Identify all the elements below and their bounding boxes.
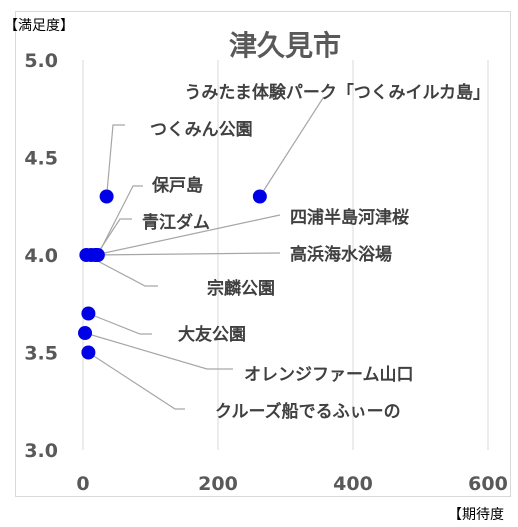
data-point: [78, 326, 93, 340]
x-axis-label: 【期待度: [448, 507, 504, 523]
leader-line: [88, 312, 152, 335]
y-tick-label: 5.0: [24, 50, 58, 72]
leader-line: [88, 351, 185, 410]
y-axis-label: 【満足度】: [4, 18, 74, 34]
point-label: つくみん公園: [150, 120, 253, 140]
x-tick-label: 600: [468, 473, 508, 495]
x-tick-label: 0: [76, 473, 89, 495]
leader-line: [106, 124, 125, 197]
leader-line: [259, 97, 324, 197]
leader-line: [86, 254, 158, 287]
data-point: [252, 189, 267, 204]
point-label: 宗麟公園: [207, 278, 275, 299]
tick-layer: 0 200 400 600 3.0 3.5 4.0 4.5 5.0: [24, 50, 508, 495]
y-tick-label: 3.0: [24, 440, 58, 462]
data-point: [99, 189, 114, 204]
data-point: [81, 306, 96, 321]
data-point: [79, 248, 94, 262]
point-label: 青江ダム: [142, 212, 210, 233]
leader-layer: [84, 97, 324, 410]
leader-line: [97, 185, 143, 256]
y-tick-label: 3.5: [24, 343, 58, 365]
x-tick-label: 400: [333, 473, 373, 495]
point-label: 保戸島: [151, 175, 203, 196]
point-label: 四浦半島河津桜: [290, 207, 409, 228]
chart-frame: [15, 11, 511, 497]
point-layer: [78, 189, 267, 360]
x-tick-label: 200: [198, 473, 238, 495]
leader-line: [95, 214, 281, 256]
y-tick-label: 4.0: [24, 245, 58, 267]
leader-line: [91, 252, 281, 256]
data-point: [81, 345, 96, 360]
y-tick-label: 4.5: [24, 148, 58, 170]
point-label: クルーズ船でるふぃーの: [215, 401, 401, 422]
leader-line: [84, 332, 233, 370]
leader-line: [95, 218, 132, 256]
point-label: 高浜海水浴場: [290, 244, 392, 265]
point-label: オレンジファーム山口: [244, 365, 414, 385]
point-label: 大友公園: [178, 324, 246, 345]
chart-title: 津久見市: [229, 29, 341, 62]
point-label: うみたま体験パーク「つくみイルカ島」: [184, 82, 490, 103]
